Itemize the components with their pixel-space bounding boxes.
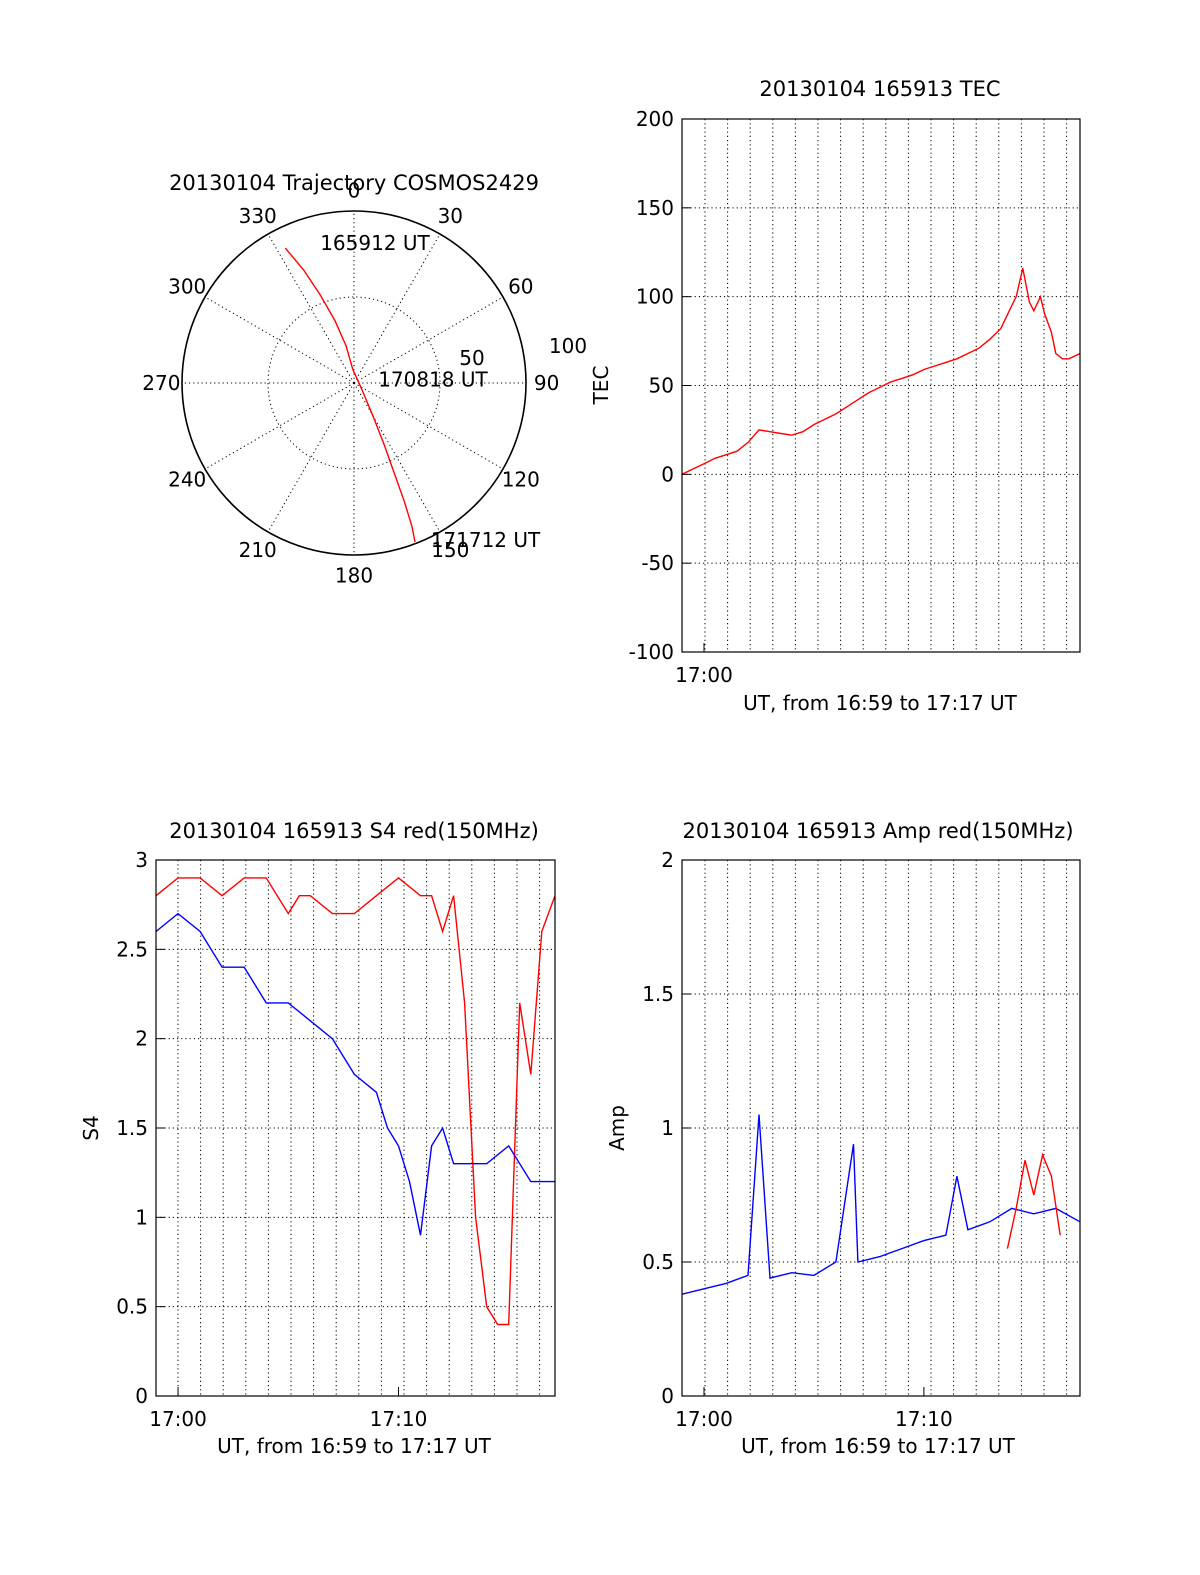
y-tick-label: 3	[135, 848, 148, 872]
angle-label: 150	[431, 538, 469, 562]
y-tick-label: 0	[135, 1384, 148, 1408]
grid	[682, 118, 1080, 653]
y-tick-label: 0	[661, 462, 674, 486]
angle-label: 270	[142, 371, 180, 395]
tec-title: 20130104 165913 TEC	[759, 77, 1000, 101]
s4-title: 20130104 165913 S4 red(150MHz)	[169, 819, 539, 843]
y-tick-label: 0.5	[642, 1250, 674, 1274]
amp-chart: 20130104 165913 Amp red(150MHz) UT, from…	[605, 819, 1081, 1458]
polar-spoke	[353, 382, 504, 470]
radial-label: 100	[549, 334, 587, 358]
s4-y-axis-label: S4	[79, 1115, 103, 1140]
trajectory-polar-plot: 20130104 Trajectory COSMOS2429 0 30 60 90 12…	[142, 171, 587, 588]
tec-chart: 20130104 165913 TEC UT, from 16:59 to 17…	[589, 77, 1081, 715]
polar-spoke	[204, 296, 355, 384]
x-tick-label: 17:00	[675, 1407, 733, 1431]
amp-x-axis-label: UT, from 16:59 to 17:17 UT	[741, 1434, 1016, 1458]
polar-spoke	[267, 382, 355, 533]
series-line-red	[155, 877, 556, 1326]
y-tick-label: 1	[661, 1116, 674, 1140]
tec-y-axis-label: TEC	[589, 366, 613, 406]
angle-label: 30	[438, 204, 463, 228]
series-line-red	[1006, 1152, 1061, 1249]
y-tick-label: 1.5	[116, 1116, 148, 1140]
series-line-blue	[681, 1114, 1081, 1295]
s4-x-axis-label: UT, from 16:59 to 17:17 UT	[217, 1434, 492, 1458]
angle-label: 240	[168, 467, 206, 491]
radial-label: 50	[459, 346, 484, 370]
y-tick-label: -50	[641, 551, 674, 575]
angle-label: 90	[534, 371, 559, 395]
angle-label: 120	[502, 467, 540, 491]
y-tick-label: 2	[135, 1027, 148, 1051]
trajectory-title: 20130104 Trajectory COSMOS2429	[169, 171, 539, 195]
y-tick-label: -100	[629, 640, 674, 664]
polar-outer-circle	[181, 210, 527, 556]
y-tick-label: 0.5	[116, 1295, 148, 1319]
grid	[156, 859, 555, 1397]
polar-spoke	[353, 296, 504, 384]
angle-label: 180	[335, 564, 373, 588]
y-tick-label: 100	[636, 285, 674, 309]
trajectory-line	[284, 247, 416, 543]
angle-label: 0	[348, 178, 361, 202]
y-tick-label: 200	[636, 107, 674, 131]
x-tick-label: 17:00	[675, 663, 733, 687]
polar-spoke	[353, 233, 441, 384]
angle-label: 210	[239, 538, 277, 562]
polar-spoke	[353, 382, 441, 533]
grid	[682, 859, 1080, 1397]
polar-inner-circle	[267, 296, 441, 470]
y-tick-label: 1	[135, 1205, 148, 1229]
x-tick-label: 17:10	[370, 1407, 428, 1431]
trajectory-annotation: 171712 UT	[431, 528, 541, 552]
y-tick-label: 0	[661, 1384, 674, 1408]
series-line-0	[681, 268, 1081, 475]
series-line-blue	[155, 912, 555, 1236]
s4-chart: 20130104 165913 S4 red(150MHz) UT, from …	[79, 819, 556, 1458]
y-tick-label: 2	[661, 848, 674, 872]
x-tick-label: 17:10	[895, 1407, 953, 1431]
angle-label: 300	[168, 275, 206, 299]
polar-spoke	[204, 382, 355, 470]
trajectory-annotation: 165912 UT	[320, 231, 430, 255]
amp-title: 20130104 165913 Amp red(150MHz)	[682, 819, 1073, 843]
trajectory-annotation: 170818 UT	[378, 368, 488, 392]
polar-spoke	[267, 233, 355, 384]
x-tick-label: 17:00	[149, 1407, 207, 1431]
angle-label: 60	[508, 275, 533, 299]
y-tick-label: 150	[636, 196, 674, 220]
y-tick-label: 50	[649, 374, 674, 398]
y-tick-label: 1.5	[642, 982, 674, 1006]
tec-x-axis-label: UT, from 16:59 to 17:17 UT	[743, 691, 1018, 715]
y-tick-label: 2.5	[116, 937, 148, 961]
amp-y-axis-label: Amp	[605, 1105, 629, 1151]
angle-label: 330	[239, 204, 277, 228]
